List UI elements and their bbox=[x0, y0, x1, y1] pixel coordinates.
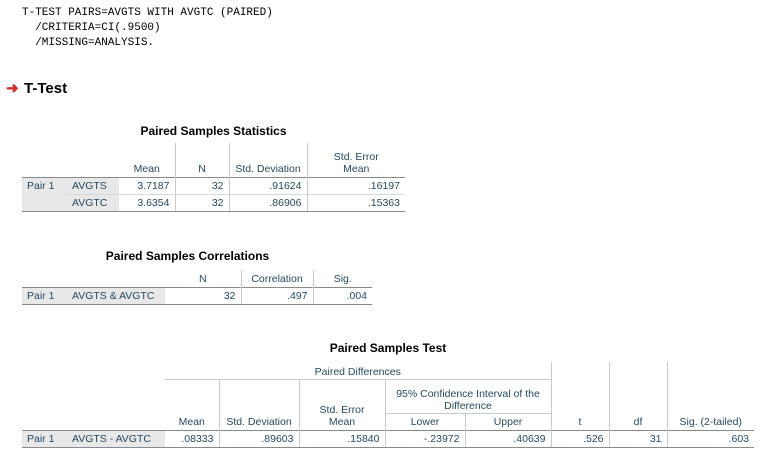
stats-table-title: Paired Samples Statistics bbox=[140, 124, 287, 138]
cell-lower: -.23972 bbox=[384, 429, 465, 448]
row-label-variable: AVGTC bbox=[67, 194, 119, 212]
paired-samples-test-table[interactable]: Paired Differences 95% Confidence Interv… bbox=[22, 362, 754, 448]
col-header-t: t bbox=[550, 413, 609, 430]
row-label-variable: AVGTS - AVGTC bbox=[67, 429, 165, 448]
col-header-std-error-mean: Std. Error Mean bbox=[298, 404, 385, 430]
table-row: Pair 1 AVGTS - AVGTC .08333 .89603 .1584… bbox=[22, 429, 754, 448]
cell-t: .526 bbox=[550, 429, 609, 448]
col-header-n: N bbox=[174, 143, 229, 177]
correlations-table-title: Paired Samples Correlations bbox=[105, 249, 270, 263]
cell-correlation: .497 bbox=[240, 286, 313, 305]
col-header-std-error-mean: Std. Error Mean bbox=[306, 143, 405, 177]
row-label-variable: AVGTS bbox=[67, 176, 119, 195]
col-header-n: N bbox=[198, 272, 207, 285]
col-header-df: df bbox=[608, 413, 667, 430]
col-header-mean: Mean bbox=[178, 415, 205, 428]
cell-mean: 3.7187 bbox=[119, 176, 175, 195]
cell-sig-2-tailed: .603 bbox=[666, 429, 754, 448]
cell-n: 32 bbox=[174, 176, 229, 195]
cell-n: 32 bbox=[165, 286, 241, 305]
col-header-paired-differences: Paired Differences bbox=[165, 362, 551, 380]
cell-std-error-mean: .16197 bbox=[306, 176, 405, 195]
syntax-line-2: /CRITERIA=CI(.9500) bbox=[22, 22, 161, 34]
cell-df: 31 bbox=[608, 429, 667, 448]
cell-mean: 3.6354 bbox=[119, 194, 175, 212]
row-label-variable: AVGTS & AVGTC bbox=[67, 286, 165, 305]
col-header-upper: Upper bbox=[464, 413, 551, 430]
col-header-sig: Sig. bbox=[312, 270, 372, 287]
col-header-mean: Mean bbox=[133, 162, 160, 175]
col-header-std-deviation: Std. Deviation bbox=[218, 413, 299, 430]
paired-samples-statistics-table[interactable]: Mean N Std. Deviation Std. Error Mean Pai… bbox=[22, 143, 405, 212]
cell-std-deviation: .86906 bbox=[228, 194, 307, 212]
syntax-line-1: T-TEST PAIRS=AVGTS WITH AVGTC (PAIRED) bbox=[22, 7, 273, 19]
cell-upper: .40639 bbox=[464, 429, 551, 448]
col-header-lower: Lower bbox=[384, 413, 465, 430]
cell-std-error-mean: .15840 bbox=[298, 429, 385, 448]
col-header-correlation: Correlation bbox=[240, 270, 313, 287]
paired-samples-correlations-table[interactable]: N Correlation Sig. Pair 1 AVGTS & AVGTC … bbox=[22, 270, 372, 305]
arrow-icon: ➜ bbox=[6, 80, 19, 97]
row-label-pair: Pair 1 bbox=[22, 286, 67, 305]
col-header-confidence-interval: 95% Confidence Interval of the Difference bbox=[384, 379, 551, 414]
output-heading[interactable]: ➜ T-Test bbox=[6, 79, 68, 98]
cell-sig: .004 bbox=[312, 286, 372, 305]
table-row: AVGTC 3.6354 32 .86906 .15363 bbox=[22, 194, 405, 212]
test-table-title: Paired Samples Test bbox=[329, 341, 447, 355]
row-label-pair: Pair 1 bbox=[22, 429, 67, 448]
table-row: Pair 1 AVGTS & AVGTC 32 .497 .004 bbox=[22, 286, 372, 305]
table-row: Pair 1 AVGTS 3.7187 32 .91624 .16197 bbox=[22, 176, 405, 195]
cell-std-deviation: .89603 bbox=[218, 429, 299, 448]
syntax-line-3: /MISSING=ANALYSIS. bbox=[22, 37, 155, 49]
col-header-std-deviation: Std. Deviation bbox=[228, 143, 307, 177]
col-header-sig-2-tailed: Sig. (2-tailed) bbox=[666, 413, 754, 430]
section-title: T-Test bbox=[24, 79, 68, 97]
cell-mean: .08333 bbox=[165, 429, 219, 448]
syntax-block: T-TEST PAIRS=AVGTS WITH AVGTC (PAIRED) /… bbox=[22, 6, 273, 51]
cell-std-deviation: .91624 bbox=[228, 176, 307, 195]
cell-n: 32 bbox=[174, 194, 229, 212]
cell-std-error-mean: .15363 bbox=[306, 194, 405, 212]
row-label-pair: Pair 1 bbox=[22, 176, 67, 194]
